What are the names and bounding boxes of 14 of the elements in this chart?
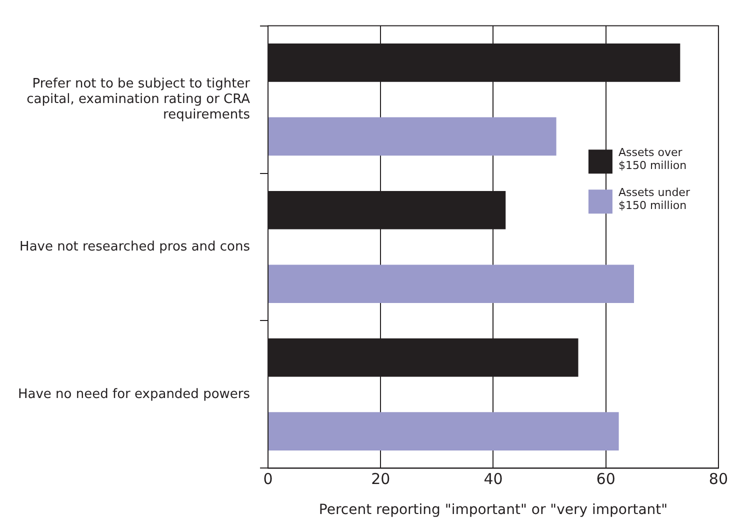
x-tick-label: 60 <box>596 470 616 488</box>
x-axis-title: Percent reporting "important" or "very important" <box>318 502 668 518</box>
bar <box>268 412 619 451</box>
bar <box>268 264 634 304</box>
legend-label: Assets over $150 million <box>618 146 687 172</box>
bar <box>268 117 556 156</box>
x-tick-label: 80 <box>708 470 728 488</box>
x-tick-label: 20 <box>371 470 390 488</box>
y-tick-label: Prefer not to be subject to tighter capital, examination rating or CRA requirements <box>26 76 251 123</box>
x-tick-label: 0 <box>263 470 273 488</box>
x-tick-label: 40 <box>484 470 503 488</box>
legend-label: Assets under $150 million <box>618 186 690 212</box>
y-tick-label: Have no need for expanded powers <box>18 386 250 402</box>
y-tick-label: Have not researched pros and cons <box>20 239 250 254</box>
